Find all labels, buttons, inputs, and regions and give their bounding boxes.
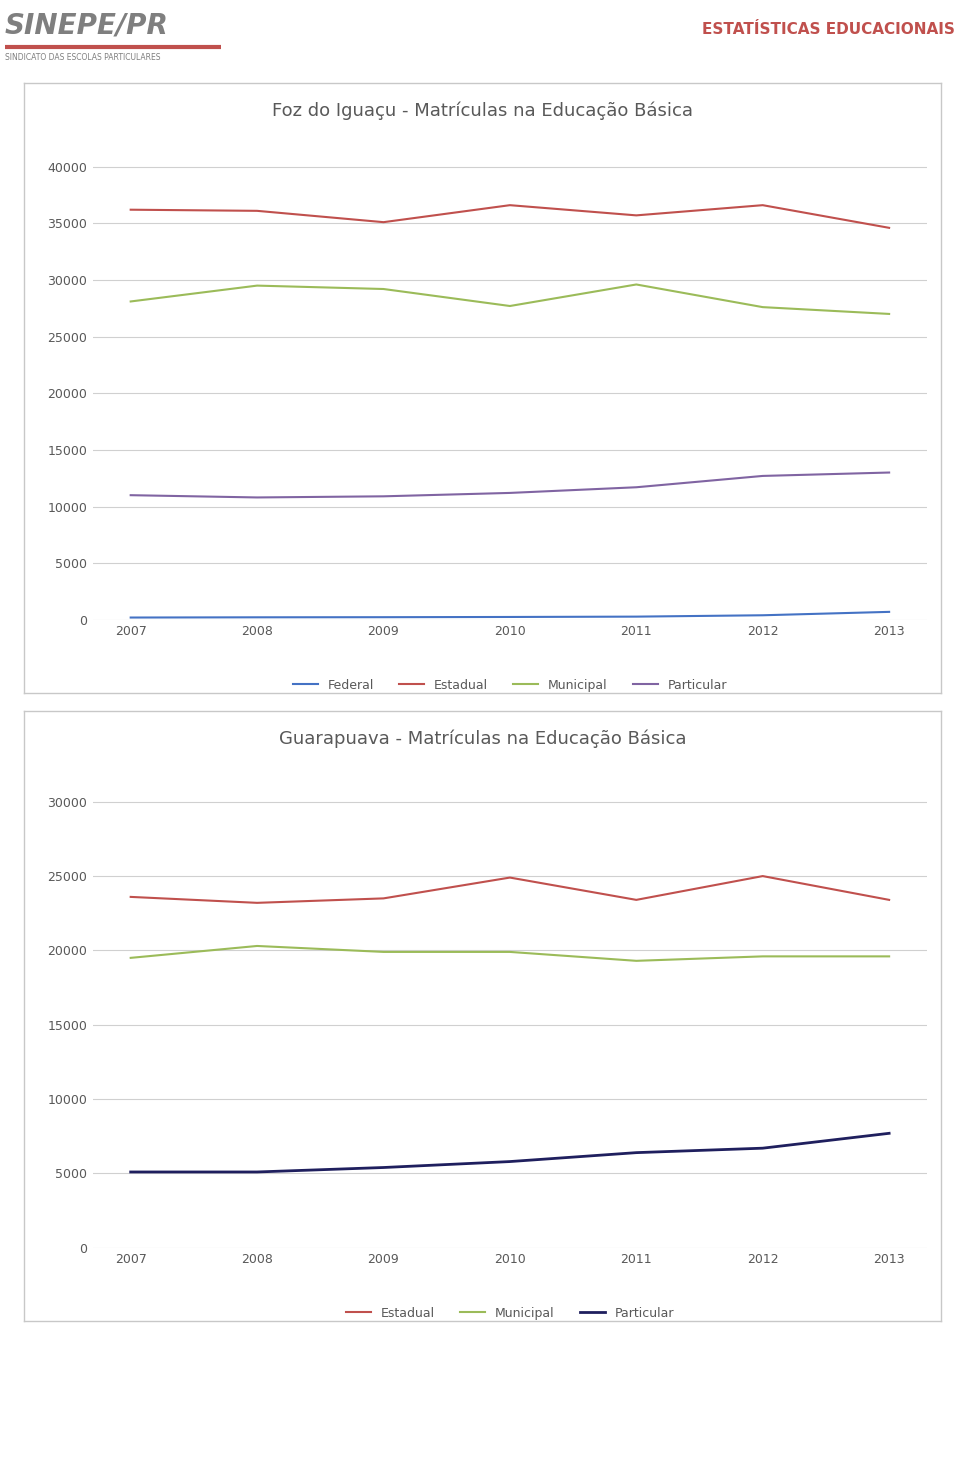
Legend: Federal, Estadual, Municipal, Particular: Federal, Estadual, Municipal, Particular [288, 673, 732, 696]
Text: SINDICATO DAS ESCOLAS PARTICULARES: SINDICATO DAS ESCOLAS PARTICULARES [5, 53, 160, 63]
Legend: Estadual, Municipal, Particular: Estadual, Municipal, Particular [341, 1302, 679, 1324]
Text: Foz do Iguaçu - Matrículas na Educação Básica: Foz do Iguaçu - Matrículas na Educação B… [272, 101, 693, 120]
Text: Guarapuava - Matrículas na Educação Básica: Guarapuava - Matrículas na Educação Bási… [278, 729, 686, 748]
Text: SINEPE/PR: SINEPE/PR [5, 12, 169, 40]
Text: ESTATÍSTICAS EDUCACIONAIS: ESTATÍSTICAS EDUCACIONAIS [703, 22, 955, 37]
